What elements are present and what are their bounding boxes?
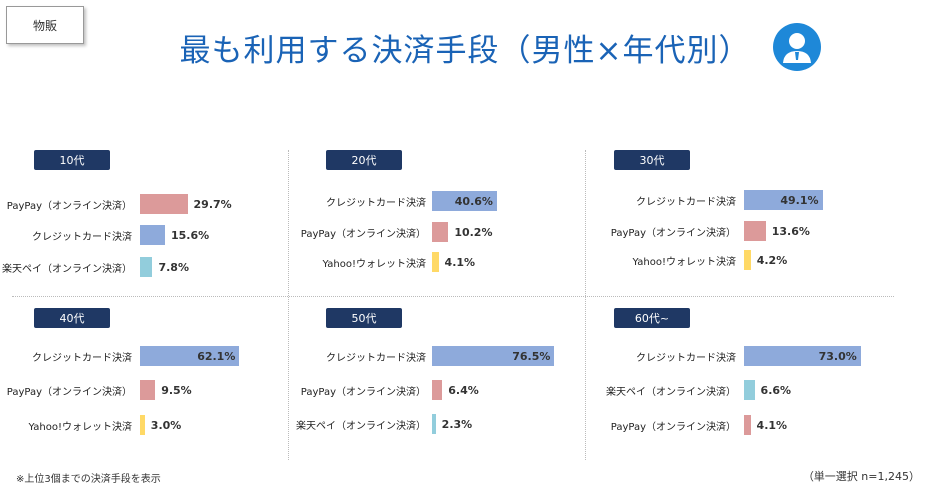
bar-value-label: 3.0% (150, 418, 182, 432)
bar (140, 225, 165, 245)
bar-category-label: 楽天ペイ（オンライン決済） (606, 386, 736, 398)
bar-row: 楽天ペイ（オンライン決済） 6.6% (606, 380, 904, 400)
bar-value-label: 49.1% (780, 193, 819, 207)
bar-row: PayPay（オンライン決済） 4.1% (610, 415, 904, 435)
bar (140, 415, 145, 435)
panel-50s: 50代 クレジットカード決済 76.5% PayPay（オンライン決済） 6.4… (296, 308, 616, 448)
bar-category-label: クレジットカード決済 (636, 196, 736, 208)
bar-row: クレジットカード決済 62.1% (32, 346, 324, 366)
bar-row: クレジットカード決済 49.1% (614, 190, 904, 210)
age-badge: 40代 (34, 308, 110, 328)
bar-row: PayPay（オンライン決済） 10.2% (300, 222, 616, 242)
bar-category-label: PayPay（オンライン決済） (610, 421, 736, 433)
bar (744, 415, 751, 435)
bar-category-label: クレジットカード決済 (326, 352, 426, 364)
page-title: 最も利用する決済手段（男性×年代別） (179, 32, 751, 69)
panel-30s: 30代 クレジットカード決済 49.1% PayPay（オンライン決済） 13.… (610, 150, 904, 290)
bar-value-label: 7.8% (158, 260, 189, 274)
bar-row: クレジットカード決済 15.6% (32, 225, 324, 245)
user-avatar-icon (773, 23, 821, 71)
bar-row: PayPay（オンライン決済） 9.5% (6, 380, 324, 400)
panel-10s: 10代 PayPay（オンライン決済） 29.7% クレジットカード決済 15.… (2, 150, 324, 290)
bar-row: クレジットカード決済 76.5% (326, 346, 616, 366)
bar (140, 380, 156, 400)
bar (432, 346, 555, 366)
column-divider (288, 150, 289, 460)
bar-row: Yahoo!ウォレット決済 4.1% (322, 252, 616, 272)
bar-category-label: 楽天ペイ（オンライン決済） (2, 263, 132, 275)
bar (744, 346, 861, 366)
bar-category-label: クレジットカード決済 (32, 231, 132, 243)
bar-category-label: クレジットカード決済 (636, 352, 736, 364)
bar (744, 380, 755, 400)
bar (432, 222, 449, 242)
bar-value-label: 4.1% (756, 418, 788, 432)
bar-category-label: PayPay（オンライン決済） (300, 228, 426, 240)
bar-value-label: 15.6% (170, 228, 210, 242)
bar-row: クレジットカード決済 40.6% (326, 191, 616, 211)
bar (744, 250, 751, 270)
bar-row: PayPay（オンライン決済） 13.6% (610, 221, 904, 241)
bar-row: 楽天ペイ（オンライン決済） 7.8% (2, 257, 324, 277)
bar-category-label: クレジットカード決済 (326, 197, 426, 209)
sample-size-note: （単一選択 n=1,245） (802, 470, 920, 483)
footnote: ※上位3個までの決済手段を表示 (16, 474, 161, 485)
bar-row: Yahoo!ウォレット決済 3.0% (28, 415, 324, 435)
bar-value-label: 10.2% (454, 225, 493, 239)
bar (744, 221, 766, 241)
bar-row: PayPay（オンライン決済） 29.7% (6, 194, 324, 214)
bar-value-label: 4.1% (444, 255, 476, 269)
bar-category-label: Yahoo!ウォレット決済 (28, 421, 132, 433)
bar-value-label: 6.4% (448, 383, 479, 397)
bar-row: PayPay（オンライン決済） 6.4% (300, 380, 616, 400)
age-badge: 30代 (614, 150, 690, 170)
bar-value-label: 9.5% (161, 383, 192, 397)
row-divider (12, 296, 894, 297)
bar-category-label: PayPay（オンライン決済） (610, 227, 736, 239)
bar-value-label: 13.6% (771, 224, 810, 238)
category-tag: 物販 (6, 6, 84, 44)
bar (744, 190, 823, 210)
bar-row: クレジットカード決済 73.0% (614, 346, 904, 366)
bar-category-label: 楽天ペイ（オンライン決済） (296, 420, 426, 432)
bar-value-label: 40.6% (454, 194, 493, 208)
panel-20s: 20代 クレジットカード決済 40.6% PayPay（オンライン決済） 10.… (300, 150, 616, 290)
panel-40s: 40代 クレジットカード決済 62.1% PayPay（オンライン決済） 9.5… (6, 308, 324, 448)
bar-value-label: 73.0% (818, 349, 857, 363)
bar-value-label: 76.5% (512, 349, 551, 363)
bar (432, 252, 439, 272)
bar (140, 346, 240, 366)
bar-value-label: 4.2% (756, 253, 788, 267)
bar-value-label: 29.7% (193, 197, 232, 211)
bar-category-label: Yahoo!ウォレット決済 (632, 256, 736, 268)
bar (432, 380, 443, 400)
bar-value-label: 6.6% (760, 383, 792, 397)
bar-category-label: PayPay（オンライン決済） (6, 386, 132, 398)
bar-value-label: 62.1% (197, 349, 236, 363)
bar-row: 楽天ペイ（オンライン決済） 2.3% (296, 414, 616, 434)
age-badge: 60代~ (614, 308, 690, 328)
bar-row: Yahoo!ウォレット決済 4.2% (614, 250, 904, 270)
bar (140, 257, 153, 277)
age-badge: 20代 (326, 150, 402, 170)
bar-category-label: PayPay（オンライン決済） (300, 386, 426, 398)
bar-category-label: Yahoo!ウォレット決済 (322, 258, 426, 270)
age-badge: 10代 (34, 150, 110, 170)
bar-value-label: 2.3% (441, 417, 473, 431)
bar (432, 191, 497, 211)
bar (432, 414, 436, 434)
bar (140, 194, 188, 214)
panel-60s: 60代~ クレジットカード決済 73.0% 楽天ペイ（オンライン決済） 6.6%… (606, 308, 904, 448)
age-badge: 50代 (326, 308, 402, 328)
bar-category-label: PayPay（オンライン決済） (6, 200, 132, 212)
bar-category-label: クレジットカード決済 (32, 352, 132, 364)
column-divider (585, 150, 586, 460)
